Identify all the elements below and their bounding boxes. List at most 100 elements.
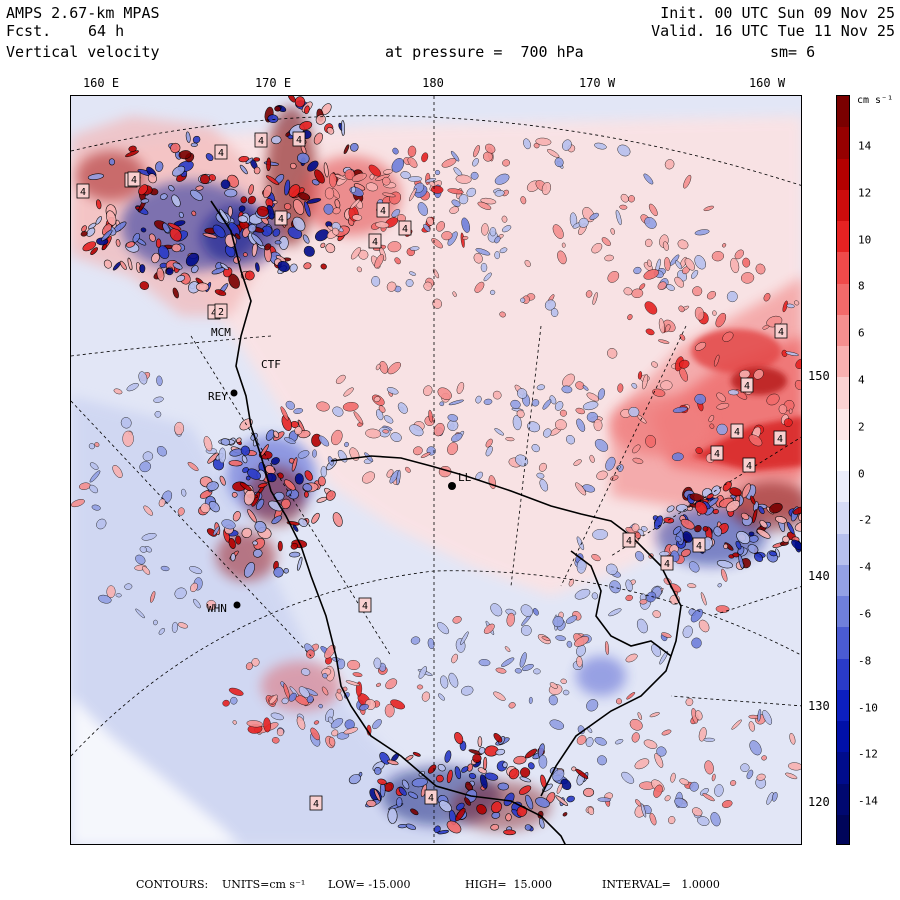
speckle-blob	[527, 762, 535, 770]
speckle-blob	[575, 482, 587, 496]
speckle-blob	[156, 267, 165, 282]
speckle-blob	[318, 435, 330, 447]
speckle-blob	[135, 554, 146, 565]
speckle-blob	[348, 774, 361, 785]
speckle-blob	[644, 238, 653, 247]
colorbar-tick-label: 2	[858, 420, 865, 434]
speckle-blob	[517, 388, 528, 399]
speckle-blob	[237, 215, 248, 223]
speckle-blob	[140, 198, 149, 204]
speckle-blob	[621, 771, 635, 784]
contour-value-box: 4	[292, 131, 306, 147]
vertical-velocity-map[interactable]: MCM REY WHN CTF LL 444444444444444444424…	[70, 95, 802, 845]
speckle-blob	[285, 132, 291, 137]
speckle-blob	[552, 616, 564, 628]
speckle-blob	[597, 797, 612, 803]
speckle-blob	[562, 373, 575, 388]
speckle-blob	[283, 568, 289, 574]
speckle-blob	[377, 778, 387, 785]
speckle-blob	[242, 252, 248, 257]
speckle-blob	[725, 500, 740, 513]
speckle-blob	[405, 466, 411, 473]
speckle-blob	[205, 153, 214, 162]
speckle-blob	[426, 216, 434, 226]
speckle-blob	[271, 135, 282, 145]
speckle-blob	[332, 512, 343, 527]
speckle-blob	[195, 185, 204, 191]
speckle-blob	[722, 243, 727, 248]
contour-value-text: 4	[428, 793, 434, 804]
contour-value-box: 4	[358, 597, 372, 613]
speckle-blob	[172, 165, 186, 177]
speckle-blob	[489, 227, 497, 237]
speckle-blob	[350, 247, 362, 260]
speckle-blob	[352, 672, 363, 677]
speckle-blob	[328, 736, 336, 747]
station-rey-marker	[230, 389, 238, 397]
speckle-blob	[568, 578, 575, 587]
colorbar-segment	[837, 408, 849, 441]
speckle-blob	[749, 740, 762, 756]
speckle-blob	[95, 199, 102, 210]
speckle-blob	[499, 247, 508, 254]
speckle-blob	[320, 263, 327, 270]
speckle-blob	[501, 225, 512, 233]
speckle-blob	[714, 784, 724, 797]
speckle-blob	[267, 114, 279, 124]
speckle-blob	[461, 685, 474, 696]
speckle-blob	[113, 388, 123, 395]
speckle-blob	[405, 823, 417, 830]
speckle-blob	[264, 243, 272, 251]
speckle-blob	[344, 441, 349, 448]
speckle-blob	[594, 737, 607, 746]
speckle-blob	[274, 105, 281, 112]
speckle-blob	[679, 333, 686, 341]
speckle-blob	[324, 644, 336, 659]
speckle-blob	[387, 807, 398, 824]
speckle-blob	[741, 272, 755, 284]
speckle-blob	[160, 565, 170, 572]
speckle-blob	[565, 615, 578, 624]
speckle-blob	[660, 380, 673, 391]
speckle-blob	[89, 462, 99, 470]
speckle-blob	[387, 361, 401, 375]
speckle-blob	[410, 636, 421, 645]
speckle-blob	[323, 162, 329, 178]
speckle-blob	[235, 535, 242, 545]
speckle-blob	[448, 672, 459, 688]
speckle-blob	[316, 401, 330, 412]
speckle-blob	[586, 392, 600, 402]
speckle-blob	[520, 604, 533, 617]
contour-value-boxes: 444444444444444444424444	[76, 131, 788, 811]
speckle-blob	[668, 816, 676, 825]
speckle-blob	[490, 289, 496, 295]
colorbar-tick-label: -10	[858, 701, 878, 715]
contour-value-text: 4	[778, 327, 784, 338]
speckle-blob	[253, 537, 265, 550]
speckle-blob	[575, 407, 586, 415]
speckle-blob	[165, 267, 174, 276]
colorbar-segment	[837, 377, 849, 409]
speckle-blob	[171, 243, 182, 253]
speckle-blob	[256, 205, 269, 217]
speckle-blob	[711, 251, 724, 262]
contour-value-box: 4	[742, 457, 756, 473]
speckle-blob	[187, 461, 199, 472]
speckle-blob	[661, 632, 672, 638]
speckle-blob	[272, 200, 278, 205]
speckle-blob	[323, 203, 334, 215]
speckle-blob	[576, 735, 587, 745]
speckle-blob	[635, 551, 645, 562]
speckle-blob	[82, 241, 97, 252]
speckle-blob	[89, 484, 99, 494]
speckle-blob	[124, 583, 133, 590]
speckle-blob	[675, 260, 683, 270]
speckle-blob	[292, 216, 306, 232]
speckle-blob	[332, 227, 340, 236]
speckle-blob	[394, 257, 401, 265]
speckle-blob	[350, 198, 361, 209]
speckle-blob	[416, 684, 424, 690]
colorbar-segment	[837, 158, 849, 191]
speckle-blob	[670, 772, 676, 783]
speckle-blob	[447, 442, 459, 455]
